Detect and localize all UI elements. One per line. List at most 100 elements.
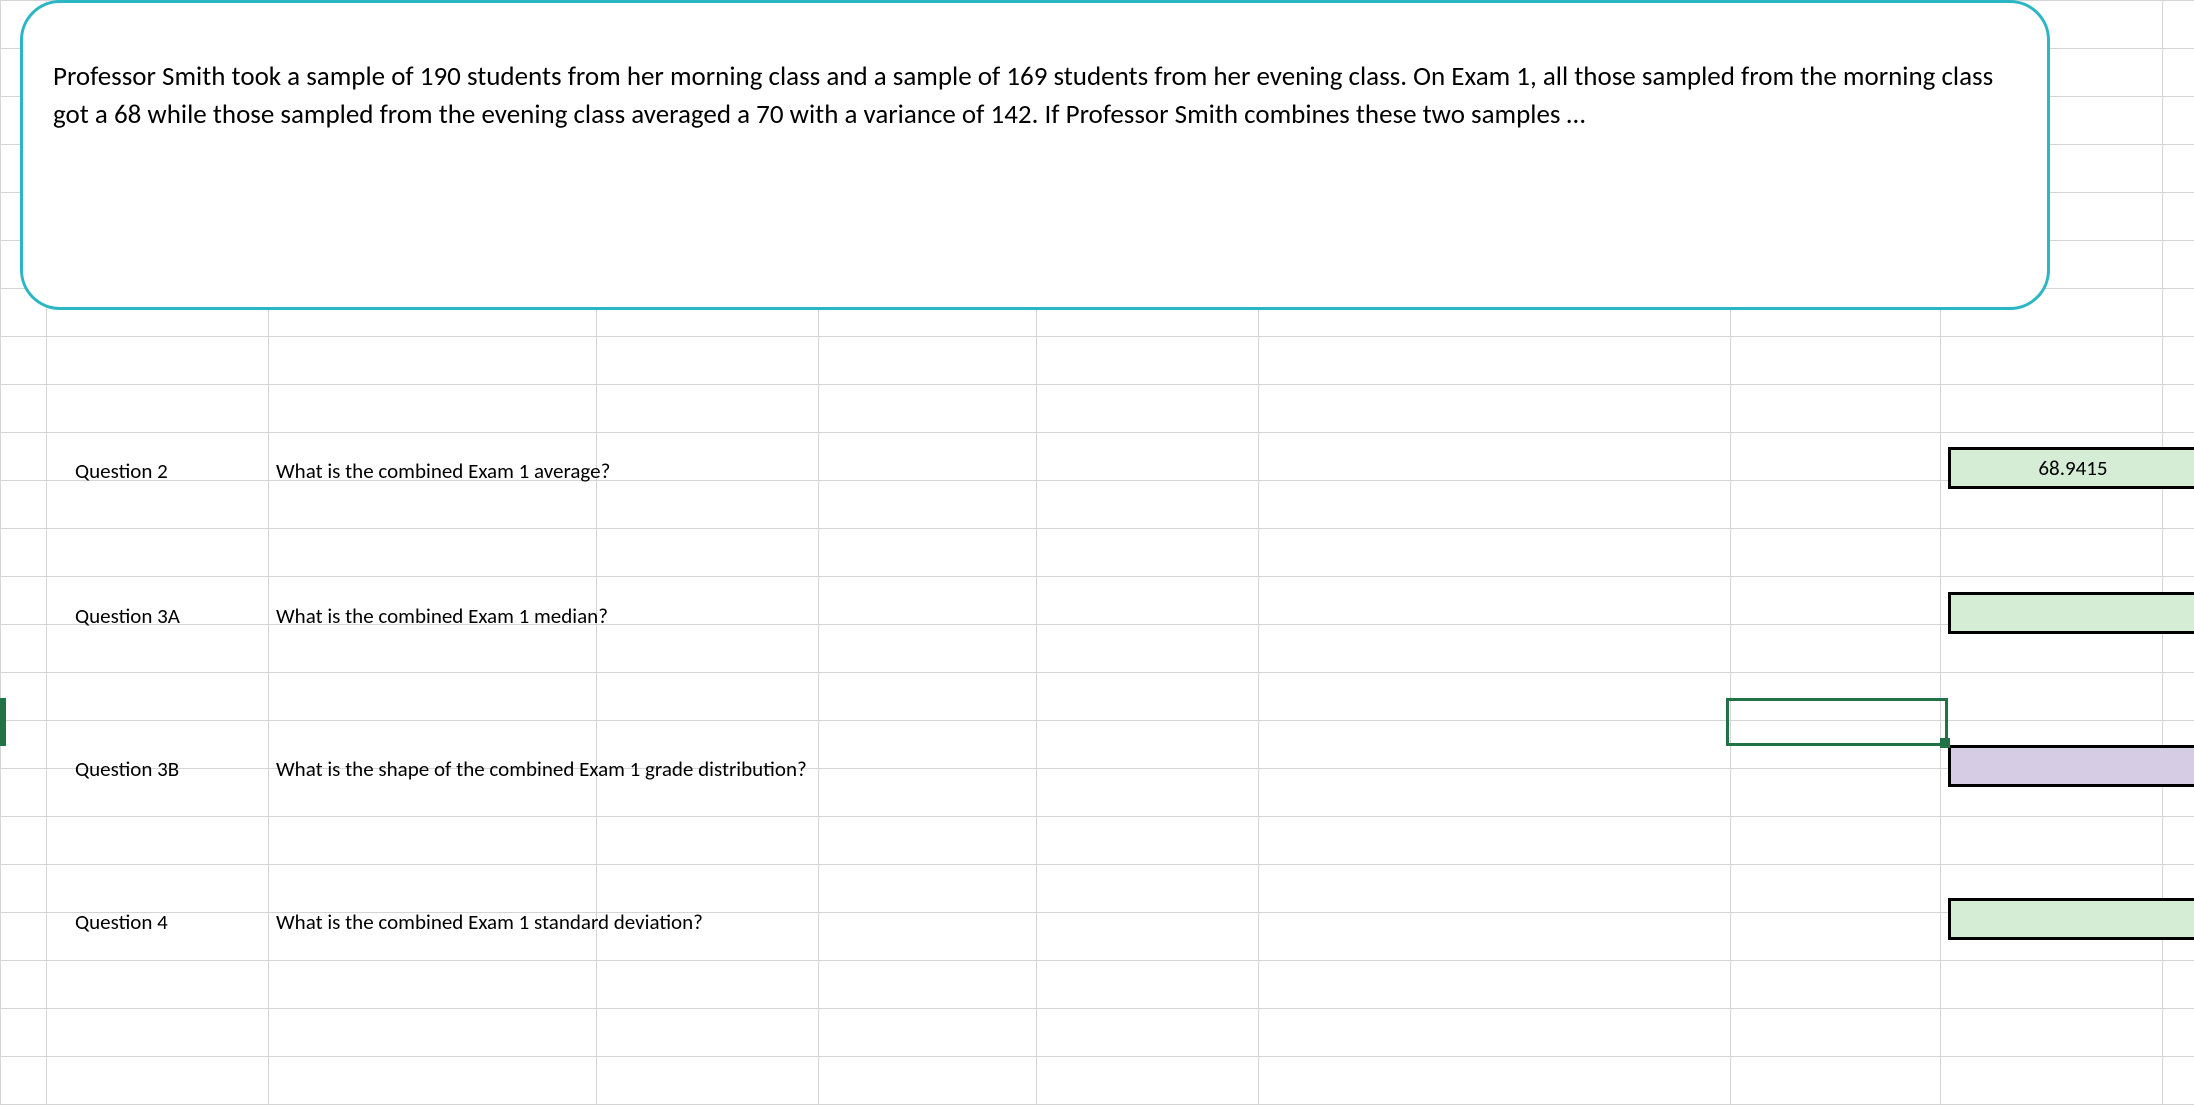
cell[interactable]	[819, 1009, 1037, 1057]
cell[interactable]	[1, 529, 47, 577]
cell[interactable]	[47, 673, 269, 721]
cell[interactable]	[1941, 961, 2163, 1009]
cell[interactable]	[1, 961, 47, 1009]
cell[interactable]	[1037, 1009, 1259, 1057]
question-3b-label: Question 3B	[0, 745, 268, 793]
row-selection-indicator	[0, 698, 6, 746]
cell[interactable]	[1037, 1057, 1259, 1105]
cell[interactable]	[1, 673, 47, 721]
cell[interactable]	[47, 817, 269, 865]
cell[interactable]	[597, 673, 819, 721]
cell[interactable]	[1, 817, 47, 865]
cell[interactable]	[2163, 97, 2194, 145]
cell[interactable]	[2163, 961, 2194, 1009]
cell[interactable]	[1941, 529, 2163, 577]
cell[interactable]	[269, 529, 597, 577]
cell[interactable]	[819, 337, 1037, 385]
cell[interactable]	[1941, 337, 2163, 385]
cell[interactable]	[1, 1057, 47, 1105]
cell[interactable]	[2163, 241, 2194, 289]
cell[interactable]	[1731, 961, 1941, 1009]
cell[interactable]	[1941, 1009, 2163, 1057]
cell[interactable]	[2163, 337, 2194, 385]
cell[interactable]	[1259, 1057, 1731, 1105]
cell[interactable]	[47, 1009, 269, 1057]
cell[interactable]	[597, 385, 819, 433]
cell[interactable]	[597, 1057, 819, 1105]
cell[interactable]	[1037, 337, 1259, 385]
cell[interactable]	[819, 1057, 1037, 1105]
cell[interactable]	[1, 385, 47, 433]
cell[interactable]	[597, 337, 819, 385]
cell[interactable]	[597, 529, 819, 577]
cell[interactable]	[269, 1009, 597, 1057]
cell[interactable]	[819, 961, 1037, 1009]
cell[interactable]	[1731, 817, 1941, 865]
cell[interactable]	[1259, 385, 1731, 433]
cell[interactable]	[597, 817, 819, 865]
question-2-label: Question 2	[0, 447, 268, 495]
question-2-answer-value: 68.9415	[2038, 455, 2107, 481]
question-4-text: What is the combined Exam 1 standard dev…	[268, 898, 2194, 946]
cell[interactable]	[1259, 673, 1731, 721]
cell[interactable]	[597, 961, 819, 1009]
question-3b-text: What is the shape of the combined Exam 1…	[268, 745, 2194, 793]
cell[interactable]	[2163, 49, 2194, 97]
cell[interactable]	[1, 1009, 47, 1057]
cell[interactable]	[269, 337, 597, 385]
cell[interactable]	[47, 529, 269, 577]
cell[interactable]	[47, 961, 269, 1009]
cell[interactable]	[1037, 385, 1259, 433]
question-2-answer-cell[interactable]: 68.9415	[1948, 447, 2194, 489]
question-3a-text: What is the combined Exam 1 median?	[268, 592, 2194, 640]
spreadsheet-region: Professor Smith took a sample of 190 stu…	[0, 0, 2194, 1088]
cell[interactable]	[2163, 1, 2194, 49]
cell[interactable]	[819, 529, 1037, 577]
cell[interactable]	[2163, 529, 2194, 577]
active-cell-selection[interactable]	[1726, 698, 1948, 746]
cell[interactable]	[269, 1057, 597, 1105]
cell[interactable]	[269, 817, 597, 865]
cell[interactable]	[1941, 817, 2163, 865]
cell[interactable]	[2163, 1009, 2194, 1057]
cell[interactable]	[1941, 1057, 2163, 1105]
cell[interactable]	[1731, 1009, 1941, 1057]
cell[interactable]	[1037, 817, 1259, 865]
cell[interactable]	[1037, 961, 1259, 1009]
cell[interactable]	[1731, 529, 1941, 577]
cell[interactable]	[47, 337, 269, 385]
cell[interactable]	[2163, 817, 2194, 865]
cell[interactable]	[269, 385, 597, 433]
cell[interactable]	[2163, 145, 2194, 193]
question-4-answer-cell[interactable]	[1948, 898, 2194, 940]
cell[interactable]	[1731, 1057, 1941, 1105]
cell[interactable]	[1941, 673, 2163, 721]
cell[interactable]	[2163, 1057, 2194, 1105]
cell[interactable]	[819, 385, 1037, 433]
cell[interactable]	[1941, 385, 2163, 433]
cell[interactable]	[47, 385, 269, 433]
cell[interactable]	[2163, 385, 2194, 433]
cell[interactable]	[1, 337, 47, 385]
cell[interactable]	[2163, 673, 2194, 721]
cell[interactable]	[2163, 289, 2194, 337]
question-3b-answer-cell[interactable]	[1948, 745, 2194, 787]
cell[interactable]	[1731, 385, 1941, 433]
question-3a-answer-cell[interactable]	[1948, 592, 2194, 634]
cell[interactable]	[2163, 193, 2194, 241]
cell[interactable]	[1037, 529, 1259, 577]
cell[interactable]	[269, 673, 597, 721]
cell[interactable]	[269, 961, 597, 1009]
cell[interactable]	[1731, 337, 1941, 385]
cell[interactable]	[597, 1009, 819, 1057]
cell[interactable]	[1259, 961, 1731, 1009]
cell[interactable]	[1259, 337, 1731, 385]
cell[interactable]	[1259, 1009, 1731, 1057]
cell[interactable]	[1259, 529, 1731, 577]
cell[interactable]	[819, 817, 1037, 865]
cell[interactable]	[1037, 673, 1259, 721]
question-2-row: Question 2 What is the combined Exam 1 a…	[0, 447, 2194, 495]
cell[interactable]	[47, 1057, 269, 1105]
cell[interactable]	[1259, 817, 1731, 865]
cell[interactable]	[819, 673, 1037, 721]
